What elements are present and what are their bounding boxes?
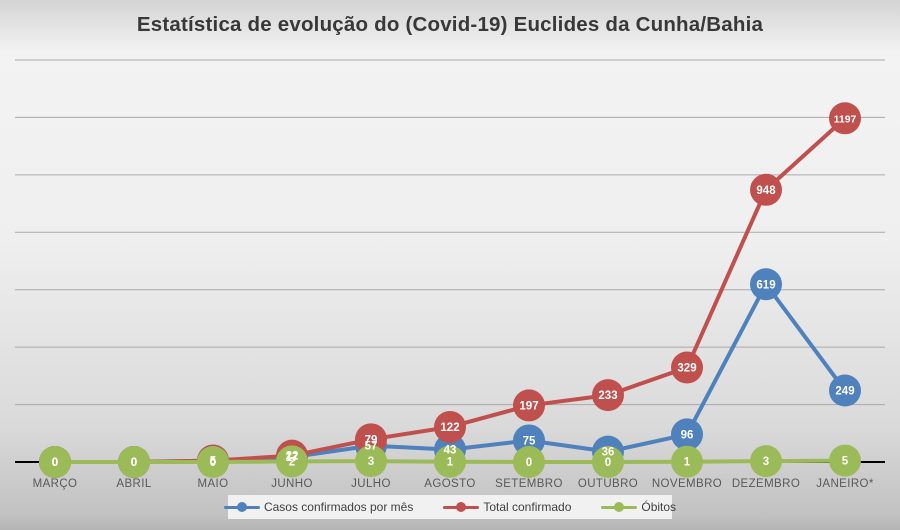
data-point-label: 75 [523,435,536,447]
data-point-label: 1197 [834,113,857,125]
x-axis-label: MAIO [198,478,229,490]
data-point-label: 1 [684,457,691,469]
data-point [276,445,308,478]
data-point [829,102,861,135]
data-point-label: 3 [763,456,769,468]
data-point-label: 122 [440,422,459,434]
data-point-label: 0 [52,457,58,469]
x-axis-label: JULHO [351,478,391,490]
legend-label: Total confirmado [483,500,572,514]
data-point-label: 329 [677,363,696,375]
data-point-label: 36 [602,447,615,459]
data-point-label: 0 [131,457,137,469]
data-point-label: 3 [368,456,374,468]
data-point-label: 5 [210,456,217,468]
x-axis-label: NOVEMBRO [652,478,722,490]
x-axis-label: DEZEMBRO [732,478,800,490]
data-point [355,445,387,478]
x-axis-label: AGOSTO [424,478,475,490]
data-point [671,445,703,478]
data-point-label: 619 [756,279,775,291]
data-point-label: 233 [598,390,617,402]
data-point [592,379,624,412]
chart-title: Estatística de evolução do (Covid-19) Eu… [136,13,764,36]
data-point-label: 57 [365,441,378,453]
data-point-label: 0 [131,457,137,469]
data-point-label: 948 [756,185,776,197]
data-point [671,351,703,384]
line-dot-icon [443,502,480,512]
data-point [750,268,782,301]
legend-item-casos: Casos confirmados por mês [223,500,414,514]
data-point [750,173,782,206]
x-axis-label: SETEMBRO [495,478,563,490]
data-point [197,446,229,478]
data-point-label: 22 [286,451,299,463]
data-point [434,410,466,443]
data-point-label: 0 [210,457,216,469]
x-axis-label: JUNHO [271,478,313,490]
data-point [750,445,782,478]
data-point [39,446,71,478]
line-dot-icon [223,502,260,512]
data-point-label: 96 [681,429,694,441]
data-point-label: 0 [605,457,611,469]
data-point [434,445,466,478]
data-point-label: 5 [842,456,849,468]
data-point-label: 249 [835,386,854,398]
data-point-label: 197 [519,400,538,412]
data-point-label: 2 [289,456,295,468]
data-point [829,374,861,407]
data-point-label: 1 [447,457,454,469]
x-axis-label: MARÇO [33,478,78,490]
data-point [513,446,545,478]
legend: Casos confirmados por mês Total confirma… [223,495,676,519]
legend-item-total: Total confirmado [443,500,571,514]
data-point [829,444,861,477]
legend-item-obitos: Óbitos [601,500,676,514]
data-point-label: 79 [365,434,378,446]
data-point [118,446,150,478]
data-point-label: 5 [210,456,217,468]
legend-label: Óbitos [641,500,677,514]
data-point [513,389,545,422]
data-point [592,446,624,478]
data-point-label: 0 [131,457,137,469]
x-axis-label: ABRIL [116,478,151,490]
data-point-label: 43 [444,445,457,457]
x-axis-label: JANEIRO* [816,478,874,490]
line-dot-icon [601,502,638,512]
data-point-label: 0 [52,457,58,469]
data-point-label: 17 [286,452,299,464]
x-axis-label: OUTUBRO [578,478,638,490]
data-point [671,418,703,451]
data-point-label: 0 [52,457,58,469]
legend-label: Casos confirmados por mês [263,500,414,514]
data-point-label: 0 [526,457,532,469]
